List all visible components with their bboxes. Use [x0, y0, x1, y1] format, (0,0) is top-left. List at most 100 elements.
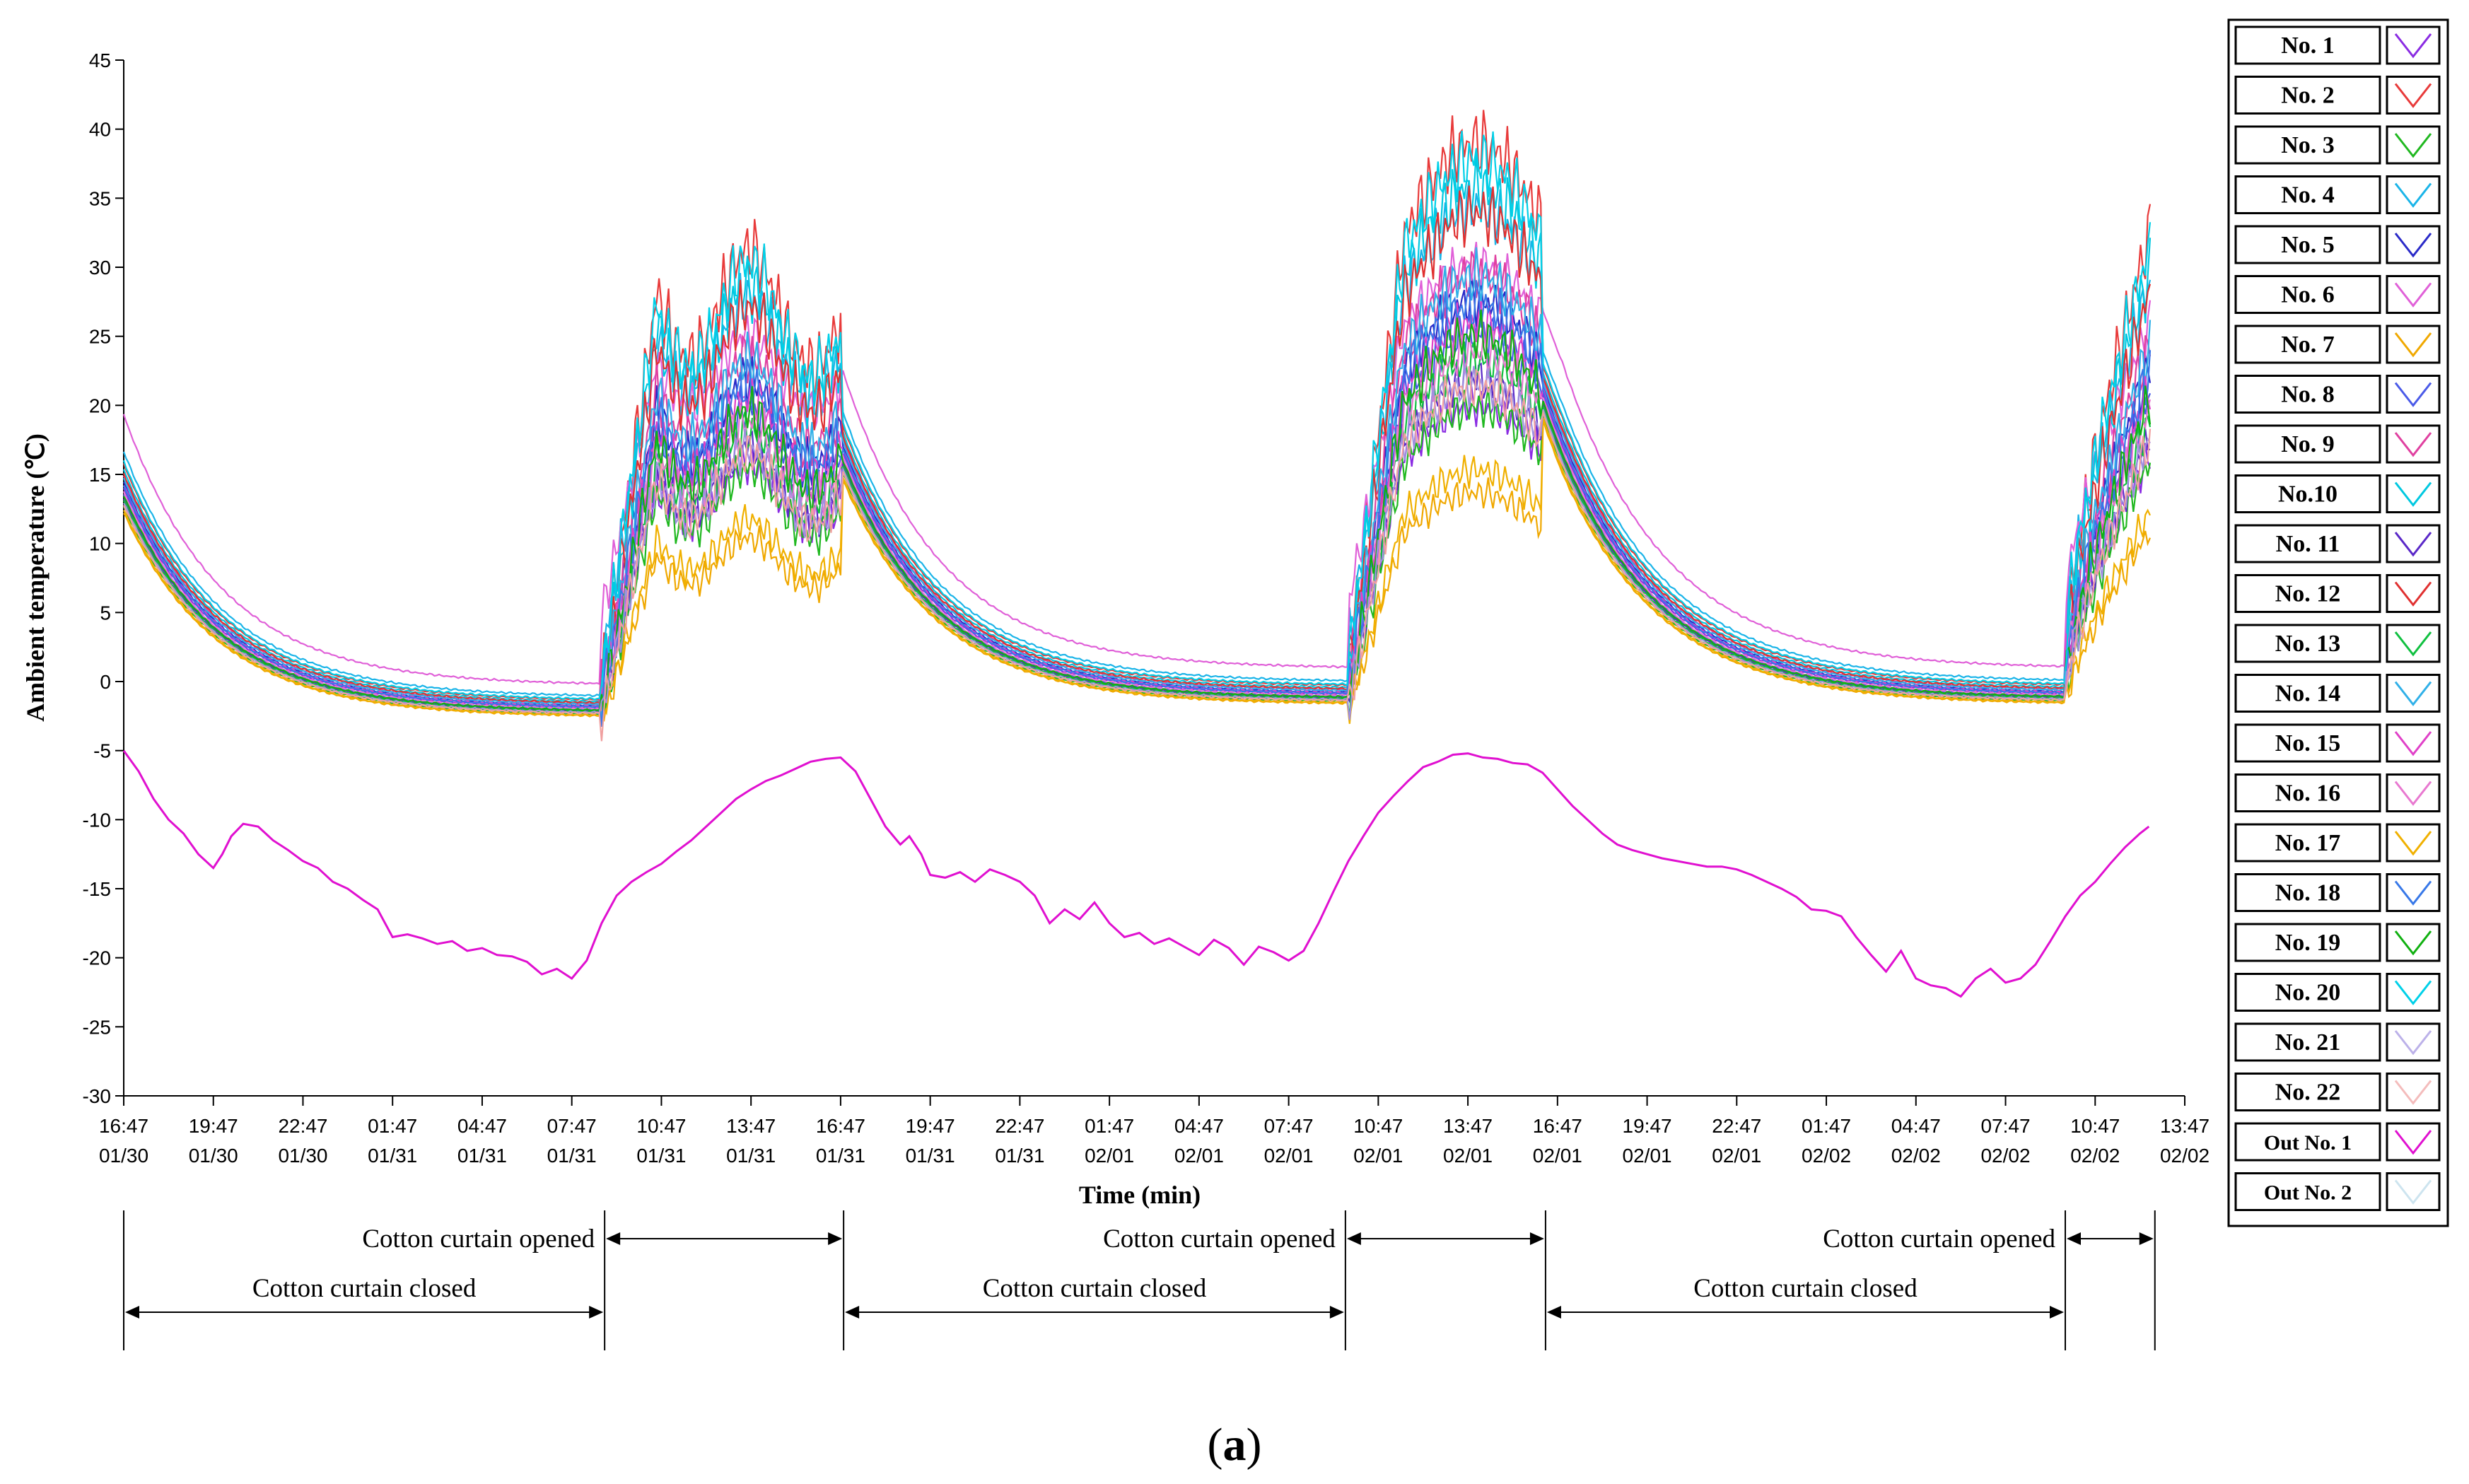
x-tick-label-date: 02/01 [1174, 1145, 1224, 1167]
legend-swatch [2394, 781, 2432, 806]
x-tick-label-date: 01/31 [816, 1145, 865, 1167]
legend-swatch [2394, 731, 2432, 756]
x-tick-label-date: 02/01 [1623, 1145, 1672, 1167]
arrowhead-left [1546, 1306, 1561, 1319]
series-layer [122, 110, 2152, 998]
legend-swatch [2394, 83, 2432, 108]
legend-label-box [2234, 624, 2381, 663]
legend-label: Out No. 2 [2264, 1181, 2352, 1205]
legend-label: No. 17 [2275, 830, 2341, 856]
x-tick-label-time: 19:47 [1623, 1115, 1672, 1137]
legend-swatch [2394, 332, 2432, 358]
y-tick-label: -5 [93, 740, 111, 762]
legend-label: No. 6 [2281, 282, 2335, 308]
legend-swatch [2394, 33, 2432, 59]
x-tick-label-date: 02/01 [1712, 1145, 1761, 1167]
legend-label-box [2234, 923, 2381, 962]
y-axis-title: Ambient temperature (℃) [21, 433, 49, 722]
x-axis-title: Time (min) [1079, 1181, 1201, 1209]
x-tick-label-time: 04:47 [1174, 1115, 1224, 1137]
x-tick-label-date: 01/31 [906, 1145, 955, 1167]
legend-label-box [2234, 375, 2381, 414]
series-line [122, 247, 2152, 718]
plot-area [123, 60, 2185, 1097]
arrowhead-left [1346, 1232, 1361, 1245]
subfigure-label: (a) [1208, 1419, 1262, 1471]
x-ticks: 16:47 01/30 19:47 01/30 22:47 01/30 01:47 01/31… [99, 1096, 2210, 1167]
legend-label-box [2234, 524, 2381, 563]
x-tick-label-time: 04:47 [457, 1115, 507, 1137]
x-tick-label-date: 01/30 [189, 1145, 238, 1167]
x-tick-label-date: 02/01 [1443, 1145, 1493, 1167]
legend-swatch [2394, 980, 2432, 1005]
x-tick-label-time: 22:47 [1712, 1115, 1761, 1137]
x-tick-label-date: 02/01 [1264, 1145, 1314, 1167]
x-tick-label-date: 01/31 [995, 1145, 1044, 1167]
legend-label: No. 12 [2275, 581, 2341, 607]
curtain-closed-label: Cotton curtain closed [252, 1274, 477, 1303]
legend-label-box [2234, 823, 2381, 863]
x-tick-label-date: 01/30 [278, 1145, 327, 1167]
y-tick-label: -25 [83, 1016, 111, 1038]
x-tick-label-time: 22:47 [278, 1115, 327, 1137]
legend-swatch [2394, 1030, 2432, 1056]
legend-label-box [2234, 474, 2381, 513]
legend-label-box [2234, 76, 2381, 115]
legend-swatch [2394, 880, 2432, 906]
x-tick-label-time: 10:47 [2070, 1115, 2120, 1137]
x-tick-label-time: 07:47 [547, 1115, 597, 1137]
legend-label: No. 14 [2275, 681, 2341, 707]
legend-label-box [2234, 973, 2381, 1012]
arrowhead-left [125, 1306, 139, 1319]
series-line [122, 153, 2152, 711]
series-line [123, 309, 2152, 712]
legend-label-box [2234, 325, 2381, 364]
legend-label-box [2234, 1122, 2381, 1162]
series-line [122, 749, 2150, 998]
legend-label: No. 11 [2276, 531, 2340, 557]
x-tick-label-date: 02/02 [1980, 1145, 2030, 1167]
x-tick-label-time: 16:47 [99, 1115, 148, 1137]
x-tick-label-time: 22:47 [995, 1115, 1044, 1137]
x-tick-label-time: 04:47 [1891, 1115, 1941, 1137]
x-tick-label-date: 02/02 [2070, 1145, 2120, 1167]
legend-label: No. 2 [2281, 83, 2335, 109]
y-tick-label: 25 [89, 326, 111, 348]
curtain-opened-label: Cotton curtain opened [1823, 1225, 2055, 1254]
legend-label: No. 22 [2275, 1080, 2341, 1106]
legend-swatch [2394, 282, 2432, 308]
y-tick-label: 10 [89, 533, 111, 555]
y-tick-label: 40 [89, 119, 111, 141]
annotation-layer: Cotton curtain opened Cotton curtain clos… [123, 1210, 2156, 1350]
curtain-opened-label: Cotton curtain opened [362, 1225, 595, 1254]
series-line [122, 366, 2152, 742]
legend-swatch [2394, 831, 2432, 856]
legend-swatch [2394, 432, 2432, 457]
y-ticks: 45 40 35 30 25 20 15 10 5 0 -5 -10 -15 -20 -25 -30 [83, 49, 124, 1107]
legend-swatch [2394, 631, 2432, 657]
legend-swatch [2394, 481, 2432, 507]
arrowhead-left [606, 1232, 621, 1245]
y-tick-label: -10 [83, 809, 111, 831]
series-line [122, 242, 2152, 685]
y-tick-label: 30 [89, 257, 111, 279]
legend-swatch [2394, 182, 2432, 208]
curtain-closed-label: Cotton curtain closed [983, 1274, 1207, 1303]
arrowhead-right [2050, 1306, 2065, 1319]
x-tick-label-time: 13:47 [1443, 1115, 1493, 1137]
legend-label: No. 15 [2275, 730, 2341, 756]
plot-background [124, 60, 2185, 1096]
arrowhead-right [828, 1232, 843, 1245]
y-tick-label: 35 [89, 187, 111, 209]
x-tick-label-date: 02/02 [1802, 1145, 1851, 1167]
x-tick-label-time: 01:47 [368, 1115, 417, 1137]
legend-swatch-box [2386, 973, 2441, 1012]
series-line [123, 339, 2152, 719]
y-tick-label: 15 [89, 464, 111, 486]
y-tick-label: -20 [83, 947, 111, 969]
legend-label: No. 18 [2275, 880, 2341, 906]
legend-swatch [2394, 1130, 2432, 1155]
series-line [122, 180, 2152, 698]
legend-label: No. 5 [2281, 232, 2335, 258]
x-tick-label-time: 19:47 [189, 1115, 238, 1137]
